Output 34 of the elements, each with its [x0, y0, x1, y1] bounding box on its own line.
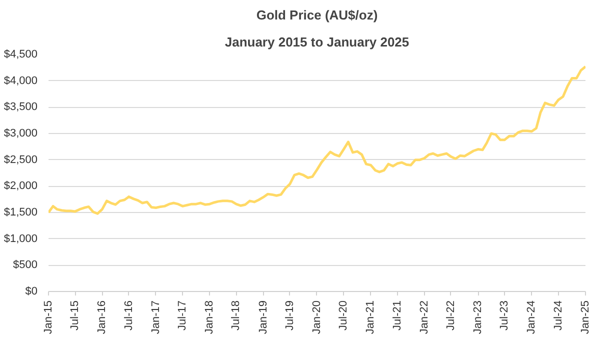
x-tick-label: Jul-19 — [284, 300, 296, 330]
x-tick-label: Jul-17 — [176, 300, 189, 330]
line-series — [48, 65, 586, 215]
x-tick-label: Jul-21 — [391, 300, 404, 330]
x-tick-label: Jul-20 — [338, 300, 350, 330]
x-tick-label: Jan-17 — [150, 300, 162, 334]
x-tick-label: Jan-19 — [257, 300, 270, 334]
chart-subtitle: January 2015 to January 2025 — [224, 34, 410, 50]
x-tick-label: Jul-15 — [69, 300, 82, 330]
x-tick-label: Jan-22 — [418, 300, 430, 334]
y-tick-label: $0 — [25, 286, 38, 298]
chart-title: Gold Price (AU$/oz) — [256, 8, 378, 22]
x-tick-label: Jan-24 — [526, 300, 538, 334]
x-tick-label: Jul-18 — [230, 300, 242, 330]
x-tick-label: Jul-24 — [552, 300, 564, 330]
y-tick-label: $500 — [13, 259, 38, 272]
x-tick-label: Jan-18 — [204, 300, 216, 334]
y-tick-label: $4,500 — [4, 48, 38, 60]
y-tick-label: $2,000 — [4, 180, 38, 192]
x-tick-label: Jan-23 — [472, 300, 484, 334]
x-tick-label: Jan-15 — [42, 300, 54, 334]
y-tick-label: $3,500 — [4, 101, 38, 114]
y-tick-label: $1,500 — [4, 206, 38, 218]
x-tick-label: Jul-23 — [498, 300, 511, 330]
y-tick-label: $2,500 — [4, 154, 38, 166]
x-tick-label: Jan-20 — [310, 300, 323, 334]
y-tick-label: $3,000 — [4, 128, 38, 140]
x-tick-label: Jan-16 — [96, 300, 108, 334]
x-tick-label: Jan-25 — [580, 300, 592, 334]
x-tick-label: Jan-21 — [364, 300, 377, 334]
x-tick-label: Jul-22 — [444, 300, 457, 330]
x-tick-label: Jul-16 — [122, 300, 135, 330]
y-tick-label: $1,000 — [4, 232, 38, 245]
y-tick-label: $4,000 — [4, 74, 38, 87]
